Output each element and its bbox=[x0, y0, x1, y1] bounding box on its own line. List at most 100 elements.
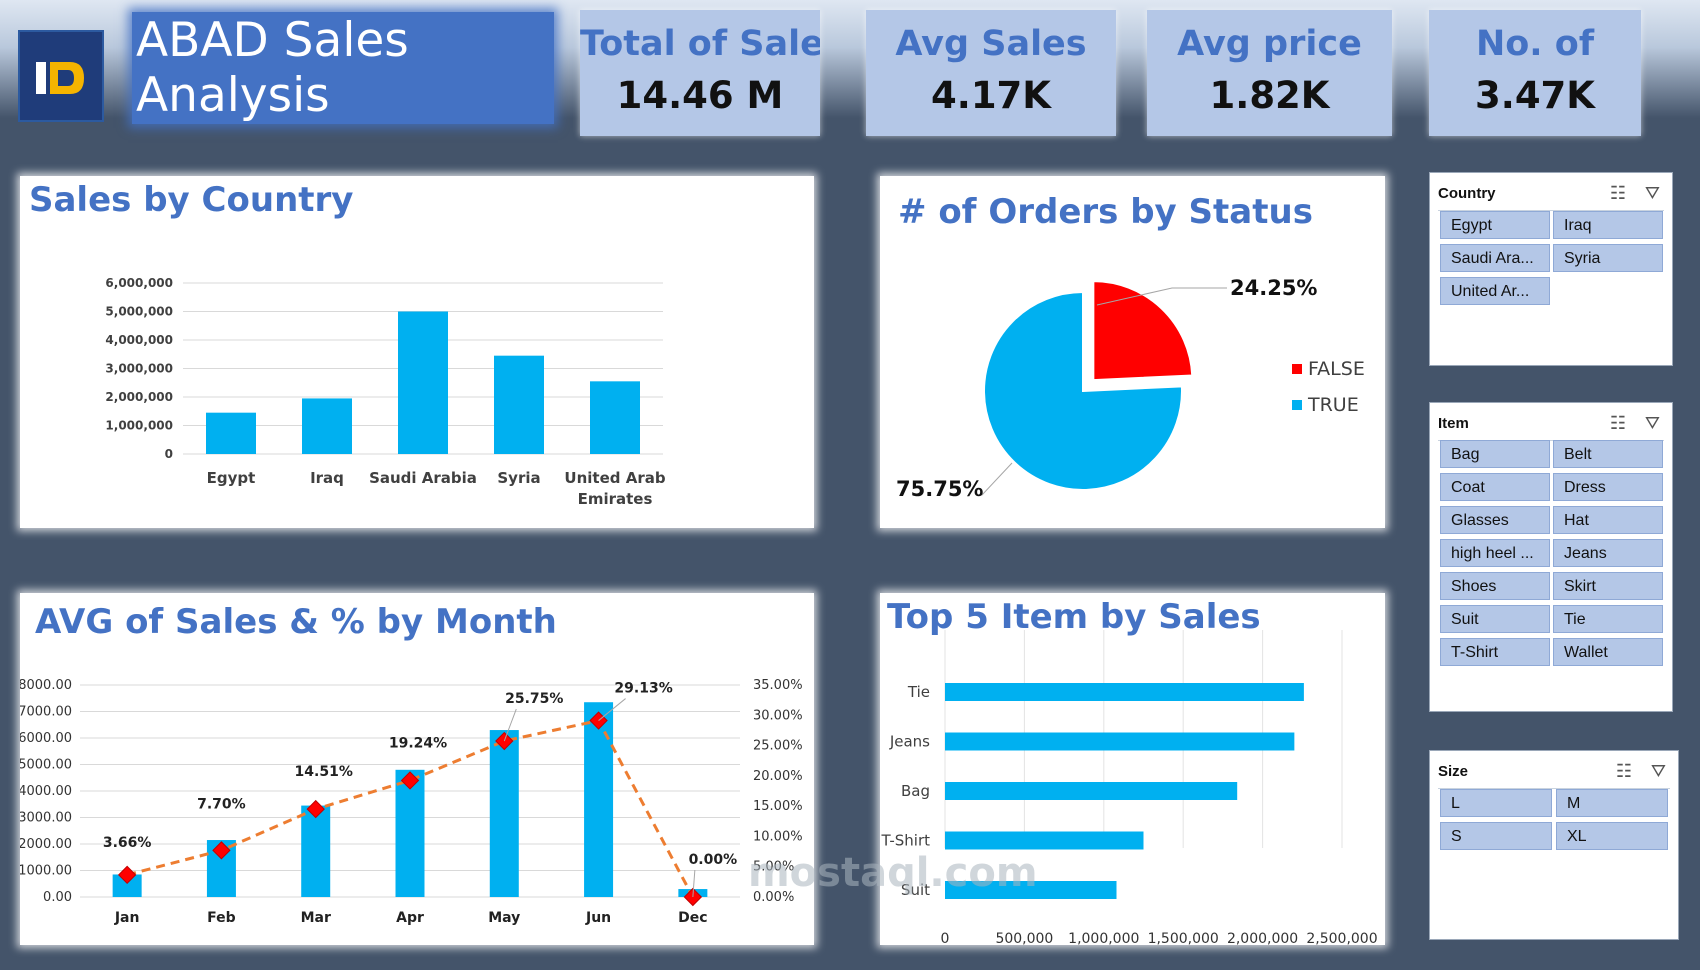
slicer-item[interactable]: Saudi Ara... bbox=[1440, 244, 1550, 272]
kpi-avg-price: Avg price 1.82K bbox=[1147, 10, 1392, 136]
y-tick-label: 6,000,000 bbox=[105, 276, 173, 290]
slicer-item[interactable]: S bbox=[1440, 822, 1552, 850]
y2-tick-label: 10.00% bbox=[753, 829, 803, 844]
y2-tick-label: 5.00% bbox=[753, 860, 794, 875]
x-tick-label: Syria bbox=[497, 469, 540, 487]
slicer-item[interactable]: Skirt bbox=[1553, 572, 1663, 600]
y-tick-label: T-Shirt bbox=[881, 832, 931, 850]
bar bbox=[590, 381, 640, 454]
x-tick-label: Egypt bbox=[207, 469, 256, 487]
chart-title: Top 5 Item by Sales bbox=[887, 597, 1261, 637]
y2-tick-label: 15.00% bbox=[753, 799, 803, 814]
y-tick-label: 2,000,000 bbox=[105, 390, 173, 404]
x-tick-label: 1,000,000 bbox=[1068, 931, 1139, 945]
pct-marker bbox=[400, 771, 420, 790]
slicer-item[interactable]: M bbox=[1556, 789, 1668, 817]
multi-select-icon[interactable]: ☷ bbox=[1609, 413, 1626, 433]
x-tick-label: Mar bbox=[301, 910, 331, 926]
pct-marker bbox=[212, 841, 231, 860]
kpi-label: Total of Sales bbox=[580, 24, 820, 64]
country-bar-chart: 0 1,000,000 2,000,000 3,000,000 4,000,000 5,0… bbox=[105, 276, 665, 508]
pie-slice bbox=[1092, 280, 1194, 382]
bar bbox=[302, 398, 352, 454]
logo-icon: ID bbox=[36, 62, 84, 94]
multi-select-icon[interactable]: ☷ bbox=[1609, 183, 1626, 203]
data-label: 29.13% bbox=[614, 681, 672, 697]
x-tick-label: May bbox=[488, 910, 520, 926]
x-tick-label: 0 bbox=[941, 931, 950, 945]
slicer-item[interactable]: Iraq bbox=[1553, 211, 1663, 239]
legend-swatch bbox=[1292, 400, 1302, 410]
clear-filter-icon[interactable]: ⛛ bbox=[1644, 413, 1660, 433]
slicer-item[interactable]: Glasses bbox=[1440, 506, 1550, 534]
slicer-country: Country ☷ ⛛ Egypt Iraq Saudi Ara... Syri… bbox=[1429, 172, 1673, 366]
status-pie-chart: 24.25% 75.75% FALSE TRUE bbox=[896, 276, 1365, 501]
slicer-item[interactable]: Egypt bbox=[1440, 211, 1550, 239]
slicer-item[interactable]: Suit bbox=[1440, 605, 1550, 633]
data-label: 25.75% bbox=[505, 691, 563, 707]
slicer-title: Country bbox=[1438, 185, 1496, 202]
slicer-size: Size ☷ ⛛ L M S XL bbox=[1429, 750, 1679, 940]
slicer-item[interactable]: Wallet bbox=[1553, 638, 1663, 666]
slicer-item[interactable]: Tie bbox=[1553, 605, 1663, 633]
slicer-title: Size bbox=[1438, 763, 1469, 780]
x-tick-label: 500,000 bbox=[995, 931, 1053, 945]
bar bbox=[112, 874, 142, 897]
y-tick-label: Bag bbox=[901, 782, 930, 800]
y-tick-label: Jeans bbox=[889, 733, 930, 751]
kpi-label: Avg price bbox=[1177, 24, 1362, 64]
bar bbox=[584, 702, 614, 897]
y-tick-label: Suit bbox=[901, 881, 930, 899]
y-tick-label: 6000.00 bbox=[20, 731, 72, 746]
slicer-header: Country ☷ ⛛ bbox=[1438, 177, 1664, 211]
pct-marker bbox=[306, 799, 325, 819]
y2-tick-label: 25.00% bbox=[753, 739, 803, 754]
clear-filter-icon[interactable]: ⛛ bbox=[1644, 183, 1660, 203]
kpi-no-of: No. of 3.47K bbox=[1429, 10, 1641, 136]
bar bbox=[945, 831, 1144, 850]
slicer-item[interactable]: XL bbox=[1556, 822, 1668, 850]
slicer-item[interactable]: Hat bbox=[1553, 506, 1663, 534]
multi-select-icon[interactable]: ☷ bbox=[1615, 761, 1632, 781]
slicer-item[interactable]: Jeans bbox=[1553, 539, 1663, 567]
bar bbox=[398, 311, 448, 454]
bar bbox=[206, 412, 256, 454]
bar bbox=[945, 782, 1238, 800]
legend-label: FALSE bbox=[1308, 358, 1365, 380]
pie-slice bbox=[983, 290, 1183, 491]
x-tick-label: Dec bbox=[678, 910, 707, 926]
bar bbox=[494, 355, 544, 454]
y2-tick-label: 30.00% bbox=[753, 708, 803, 723]
y-tick-label: 2000.00 bbox=[20, 837, 72, 852]
x-tick-label: United Arab bbox=[564, 469, 665, 487]
slicer-item[interactable]: high heel ... bbox=[1440, 539, 1550, 567]
clear-filter-icon[interactable]: ⛛ bbox=[1650, 761, 1666, 781]
slicer-item[interactable]: Shoes bbox=[1440, 572, 1550, 600]
bar bbox=[945, 881, 1117, 899]
watermark: mostaql.com bbox=[748, 850, 1038, 896]
legend-swatch bbox=[1292, 364, 1302, 374]
y-tick-label: 0.00 bbox=[43, 890, 72, 905]
bar bbox=[395, 769, 425, 897]
slicer-item[interactable]: T-Shirt bbox=[1440, 638, 1550, 666]
slicer-item[interactable]: Belt bbox=[1553, 440, 1663, 468]
slicer-item[interactable]: Dress bbox=[1553, 473, 1663, 501]
leader-line bbox=[692, 869, 696, 898]
bar bbox=[945, 683, 1304, 701]
slicer-item[interactable]: Bag bbox=[1440, 440, 1550, 468]
slicer-item[interactable]: Syria bbox=[1553, 244, 1663, 272]
slicer-item[interactable]: L bbox=[1440, 789, 1552, 817]
month-combo-chart: 0.00 1000.00 2000.00 3000.00 4000.00 5000.00 6… bbox=[20, 678, 803, 926]
slicer-header: Item ☷ ⛛ bbox=[1438, 407, 1664, 441]
y2-tick-label: 35.00% bbox=[753, 678, 803, 693]
logo: ID bbox=[18, 30, 104, 122]
slicer-title: Item bbox=[1438, 415, 1469, 432]
y-tick-label: 8000.00 bbox=[20, 678, 72, 693]
kpi-value: 1.82K bbox=[1209, 74, 1330, 117]
kpi-value: 14.46 M bbox=[616, 74, 784, 117]
x-tick-label: Jun bbox=[585, 910, 611, 926]
slicer-item[interactable]: Coat bbox=[1440, 473, 1550, 501]
x-tick-label: Jan bbox=[114, 910, 140, 926]
y-tick-label: 3,000,000 bbox=[105, 362, 173, 376]
slicer-item[interactable]: United Ar... bbox=[1440, 277, 1550, 305]
